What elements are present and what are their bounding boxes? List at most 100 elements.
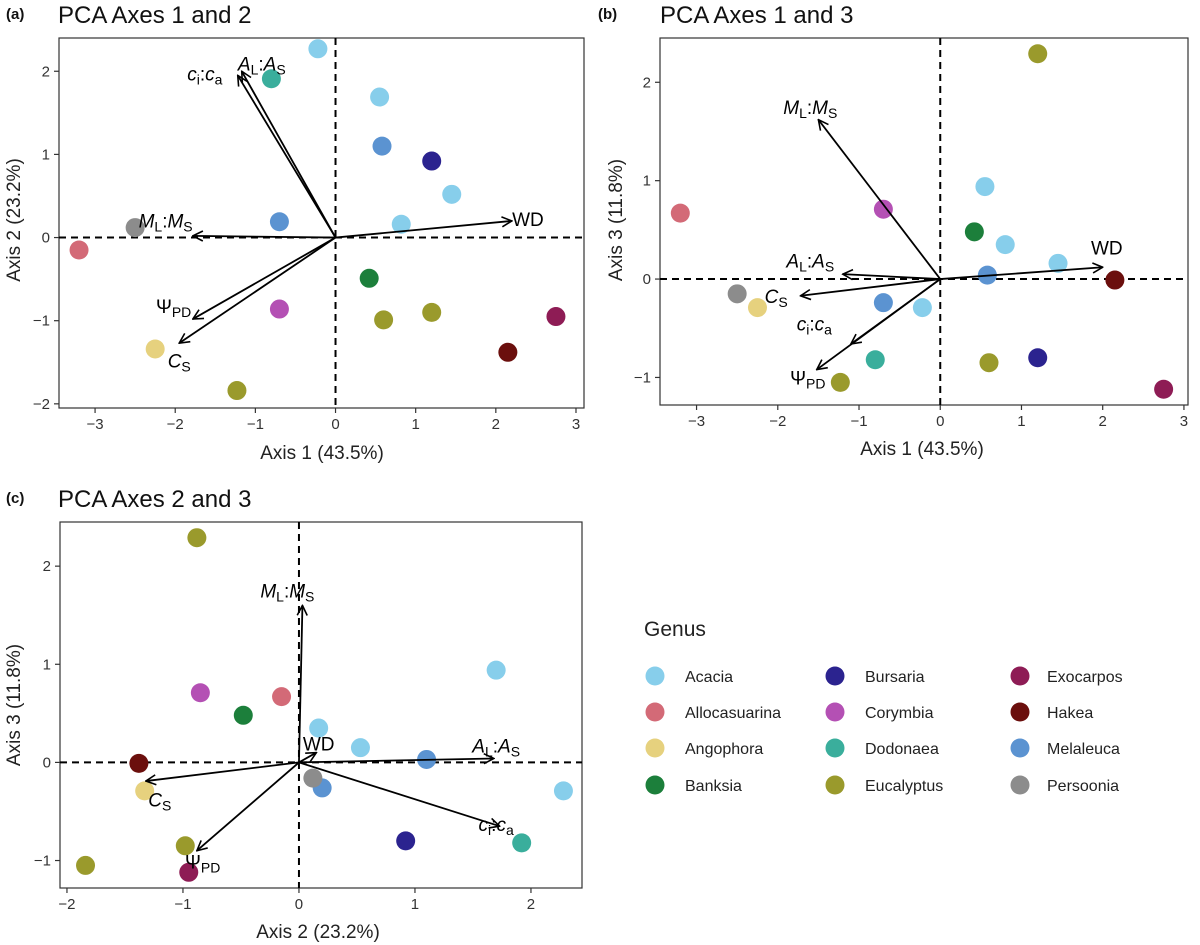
panel-c-point-angophora [135,781,155,801]
panel-c-x-tick-label: 2 [527,896,535,913]
panel-c-point-bursaria [396,831,416,851]
legend-label-allocasuarina: Allocasuarina [685,705,781,722]
panel-c-point-eucalyptus [76,855,96,875]
panel-c-vector-label-5: ΨPD [185,852,220,875]
panel-c-plot: −2 −1 0 1 2 −1 0 1 2 ML:MS WD AL:AS ci:ca CS ΨPD [34,521,583,913]
panel-a-vector-label-1: AL:AS [237,54,286,77]
panel-b-point-persoonia [727,284,747,304]
panel-b-plot: −3 −2 −1 0 1 2 3 −1 0 1 2 ML:MS AL:AS WD CS ci:ca ΨPD [634,37,1189,430]
panel-b-point-hakea [1105,270,1125,290]
panel-a-y-tick-label: −2 [33,396,50,413]
panel-c-point-eucalyptus [187,528,207,548]
panel-a-x-tick-label: 0 [331,416,339,433]
panel-a-x-tick-label: 2 [492,416,500,433]
panel-b-y-tick-label: −1 [634,369,651,386]
panel-c-point-acacia [553,781,573,801]
legend-label-melaleuca: Melaleuca [1047,741,1120,758]
panel-a-vector-4 [193,236,336,319]
panel-a-point-eucalyptus [227,381,247,401]
panel-a-point-corymbia [269,299,289,319]
panel-b-point-banksia [964,222,984,242]
panel-c-x-title: Axis 2 (23.2%) [256,922,380,943]
panel-a-vector-label-5: CS [168,351,191,374]
legend-swatch-dodonaea [825,738,845,758]
legend-swatch-hakea [1010,702,1030,722]
panel-a-point-melaleuca [269,212,289,232]
panel-b-x-tick-label: −3 [688,413,705,430]
panel-a-x-tick-label: −1 [247,416,264,433]
panel-c-vector-0 [299,605,302,763]
panel-c-point-acacia [350,738,370,758]
panel-b-point-eucalyptus [830,372,850,392]
panel-b-x-title: Axis 1 (43.5%) [860,439,984,460]
legend-swatch-allocasuarina [645,702,665,722]
legend-label-banksia: Banksia [685,778,742,795]
panel-a-point-angophora [145,339,165,359]
panel-c-point-acacia [486,660,506,680]
panel-c: (c) PCA Axes 2 and 3 −2 −1 0 1 2 −1 0 1 2 ML:MS WD… [4,486,583,943]
panel-b-x-tick-label: 0 [936,413,944,430]
panel-c-y-tick-label: −1 [34,853,51,870]
panel-c-y-tick-label: 1 [43,656,51,673]
panel-a-vector-label-0: ci:ca [187,64,222,87]
panel-a-vector-1 [242,71,337,238]
panel-b-point-melaleuca [873,293,893,313]
panel-a-vector-label-2: ML:MS [139,212,193,235]
panel-c-point-exocarpos [179,862,199,882]
panel-a-y-tick-label: −1 [33,313,50,330]
panel-b-y-tick-label: 2 [643,74,651,91]
panel-b-vector-1 [843,274,941,279]
panel-c-point-eucalyptus [175,836,195,856]
panel-c-vector-4 [146,761,300,781]
panel-b-point-eucalyptus [1028,44,1048,64]
panel-a-x-tick-label: 3 [572,416,580,433]
panel-b-point-acacia [912,298,932,318]
panel-b-point-corymbia [873,199,893,219]
panel-c-point-acacia [309,718,329,738]
panel-c-title: PCA Axes 2 and 3 [58,486,251,513]
panel-a-vector-5 [179,236,337,344]
panel-c-vector-5 [197,761,300,850]
panel-b-point-acacia [975,177,995,197]
legend-title: Genus [644,618,706,641]
panel-a-title: PCA Axes 1 and 2 [58,2,251,29]
legend-swatch-bursaria [825,666,845,686]
panel-c-y-tick-label: 2 [43,558,51,575]
panel-a-x-tick-label: −2 [167,416,184,433]
panel-a-y-tick-label: 2 [42,63,50,80]
legend-swatch-exocarpos [1010,666,1030,686]
panel-a-point-banksia [359,268,379,288]
panel-c-y-tick-label: 0 [43,754,51,771]
panel-b-x-tick-label: 1 [1017,413,1025,430]
panel-a-vector-3 [335,221,512,239]
panel-b-vector-label-4: ci:ca [797,314,832,337]
panel-b-vector-label-1: AL:AS [785,251,834,274]
panel-a-point-eucalyptus [422,302,442,322]
legend-swatch-corymbia [825,702,845,722]
panel-a-point-allocasuarina [69,240,89,260]
legend-label-exocarpos: Exocarpos [1047,669,1123,686]
panel-c-frame [59,521,583,889]
panel-b-y-tick-label: 1 [643,173,651,190]
legend-swatch-angophora [645,738,665,758]
panel-a-x-title: Axis 1 (43.5%) [260,443,384,464]
panel-c-vector-label-2: AL:AS [471,737,520,760]
panel-c-point-dodonaea [512,833,532,853]
legend-label-angophora: Angophora [685,741,763,758]
panel-b-point-dodonaea [865,350,885,370]
panel-b-letter: (b) [598,6,617,23]
panel-b-point-bursaria [1028,348,1048,368]
panel-c-x-tick-label: 1 [411,896,419,913]
panel-c-point-hakea [129,753,149,773]
panel-a-x-tick-label: −3 [87,416,104,433]
panel-b-point-allocasuarina [670,203,690,223]
panel-c-vector-label-1: WD [303,735,335,756]
panel-a-vector-0 [238,75,337,239]
legend-label-persoonia: Persoonia [1047,778,1119,795]
panel-b-point-eucalyptus [979,353,999,373]
panel-b-point-acacia [995,235,1015,255]
panel-a-vector-2 [193,236,336,238]
panel-a: (a) PCA Axes 1 and 2 −3 −2 −1 0 1 2 3 −2 −1 0 1 2 ci… [4,2,585,464]
legend-swatch-persoonia [1010,775,1030,795]
